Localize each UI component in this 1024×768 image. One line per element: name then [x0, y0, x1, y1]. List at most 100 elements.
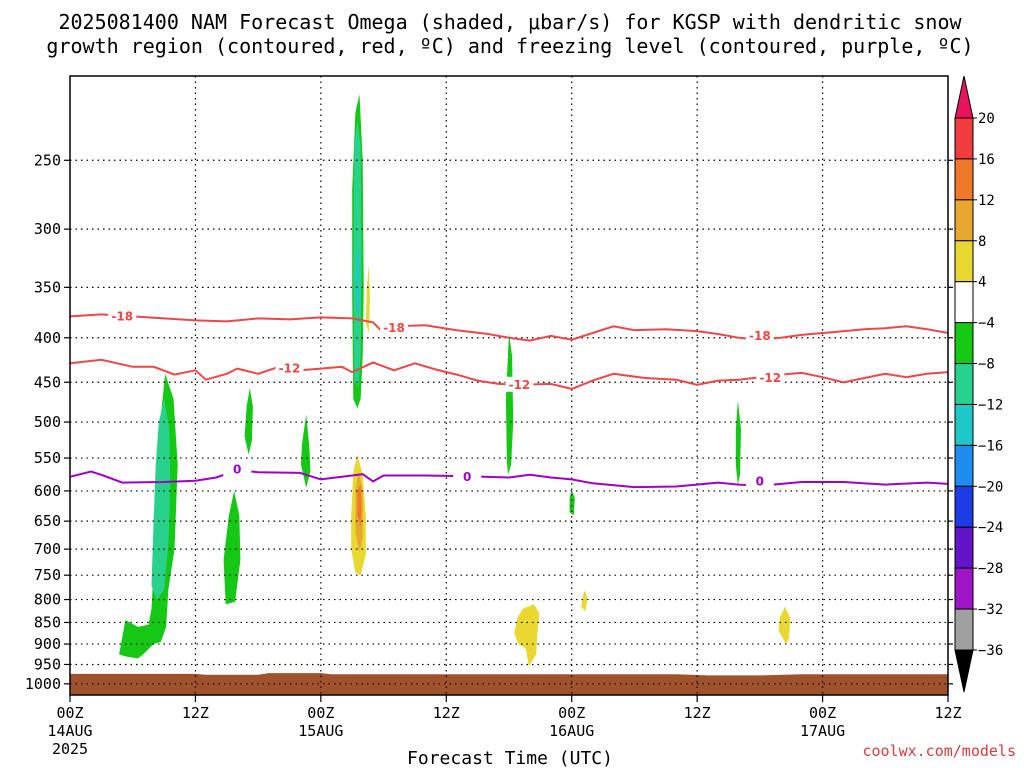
x-tick-label: 00Z [558, 704, 585, 722]
y-tick-label: 950 [34, 655, 61, 673]
contour-label--12: -12 [509, 378, 531, 392]
colorbar-label: −20 [978, 479, 1003, 495]
y-tick-label: 800 [34, 591, 61, 609]
x-tick-date-label: 17AUG [800, 722, 845, 740]
x-tick-label: 00Z [307, 704, 334, 722]
omega-shaded-region-16 [735, 400, 741, 485]
omega-shaded-region-13 [514, 604, 540, 667]
omega-shaded-region-1 [151, 398, 171, 600]
colorbar-box-5 [954, 322, 974, 365]
omega-shaded-region-15 [581, 590, 588, 612]
y-tick-label: 900 [34, 635, 61, 653]
colorbar-box-3 [954, 240, 974, 283]
contour-line--18 [69, 313, 949, 342]
omega-shaded-region-4 [301, 414, 311, 488]
omega-shaded-region-12 [505, 333, 514, 475]
contour-label--18: -18 [111, 309, 133, 323]
colorbar-label: −32 [978, 602, 1003, 618]
y-tick-label: 450 [34, 373, 61, 391]
contour-label-bg [108, 308, 137, 324]
chart-title-line-2: growth region (contoured, red, ºC) and f… [46, 34, 973, 58]
contour-label--18: -18 [383, 321, 405, 335]
omega-shaded-region-2 [223, 490, 241, 605]
axes: 250 300 350 400 450 500 550 600 650 700 750 800 850 9… [25, 75, 962, 758]
colorbar-box-2 [954, 199, 974, 242]
colorbar-bottom-arrow [954, 649, 974, 693]
colorbar-box-11 [954, 567, 974, 610]
colorbar-top-arrow [954, 75, 974, 119]
y-tick-label: 350 [34, 278, 61, 296]
x-tick-label: 12Z [182, 704, 209, 722]
x-tick-label: 12Z [684, 704, 711, 722]
y-tick-label: 500 [34, 413, 61, 431]
colorbar-label: −28 [978, 561, 1003, 577]
x-tick-label: 00Z [809, 704, 836, 722]
colorbar-label: −16 [978, 438, 1003, 454]
colorbar-label: −24 [978, 520, 1003, 536]
colorbar-label: 12 [978, 193, 995, 209]
colorbar-label: −8 [978, 357, 995, 373]
colorbar-box-0 [954, 117, 974, 160]
y-tick-label: 1000 [25, 675, 61, 693]
y-tick-label: 750 [34, 566, 61, 584]
y-tick-label: 250 [34, 151, 61, 169]
contour-label-bg [275, 360, 304, 376]
colorbar-box-7 [954, 403, 974, 446]
plot-area: -18 -18 -18 -12 -12 -12 0 0 0 [69, 76, 949, 695]
colorbar-label: 16 [978, 152, 995, 168]
colorbar-label: 8 [978, 234, 986, 250]
omega-shaded-region-3 [244, 388, 253, 455]
colorbar-box-4 [954, 281, 974, 324]
y-tick-label: 700 [34, 540, 61, 558]
y-tick-label: 850 [34, 613, 61, 631]
colorbar: 20 16 12 8 4 −4 −8 −12 −16 −20 −24 −28 −32 −36 [954, 75, 1003, 693]
contour-label-0: 0 [233, 463, 241, 477]
contour-label--18: -18 [749, 329, 771, 343]
x-tick-label: 00Z [56, 704, 83, 722]
y-tick-label: 400 [34, 329, 61, 347]
colorbar-box-6 [954, 363, 974, 405]
colorbar-box-9 [954, 485, 974, 528]
omega-shaded-region-17 [778, 606, 791, 644]
y-tick-label: 600 [34, 482, 61, 500]
chart-title-line-1: 2025081400 NAM Forecast Omega (shaded, μ… [58, 10, 962, 34]
credit-text: coolwx.com/models [862, 742, 1016, 760]
x-tick-label: 12Z [934, 704, 961, 722]
x-tick-label: 12Z [433, 704, 460, 722]
contour-label-0: 0 [463, 470, 471, 484]
y-tick-label: 650 [34, 512, 61, 530]
x-axis-title: Forecast Time (UTC) [407, 748, 613, 768]
contour-label-bg [505, 376, 534, 392]
contour-label--12: -12 [279, 362, 301, 376]
x-tick-date-label: 16AUG [549, 722, 594, 740]
colorbar-box-1 [954, 158, 974, 201]
colorbar-label: −36 [978, 643, 1003, 659]
colorbar-box-10 [954, 526, 974, 569]
contour-label--12: -12 [759, 371, 781, 385]
contour-label-bg [745, 473, 774, 489]
colorbar-box-12 [954, 608, 974, 651]
omega-shaded-region-7 [355, 251, 360, 314]
omega-shaded-region-11 [357, 484, 362, 527]
colorbar-label: 20 [978, 111, 995, 127]
contour-label-bg [756, 370, 785, 386]
colorbar-label: −12 [978, 397, 1003, 413]
contour-label-bg [380, 320, 409, 336]
omega-shaded-region-14 [569, 489, 575, 516]
omega-shaded-region-8 [365, 265, 370, 333]
y-tick-label: 550 [34, 449, 61, 467]
colorbar-label: −4 [978, 316, 995, 332]
contour-label-0: 0 [756, 474, 764, 488]
contour-label-bg [745, 327, 774, 343]
contour-line--12 [69, 358, 949, 390]
x-tick-date-label: 15AUG [298, 722, 343, 740]
plot-frame [69, 75, 949, 696]
x-tick-date-label: 14AUG [47, 722, 92, 740]
y-tick-label: 300 [34, 220, 61, 238]
contour-label-bg [223, 461, 252, 477]
colorbar-box-8 [954, 444, 974, 487]
x-tick-year-label: 2025 [52, 740, 88, 758]
contour-label-bg [453, 468, 482, 484]
terrain-band [70, 673, 948, 695]
